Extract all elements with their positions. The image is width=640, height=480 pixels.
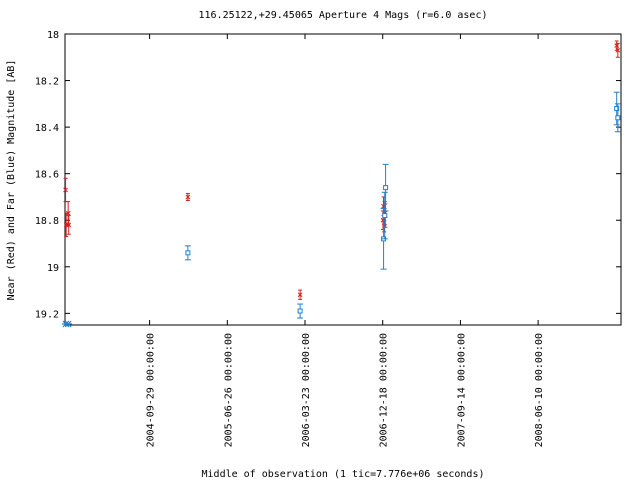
y-tick-label: 19 (47, 263, 59, 274)
x-tick-label: 2006-03-23 00:00:00 (301, 333, 312, 447)
near-point (297, 292, 303, 298)
x-tick-label: 2005-06-26 00:00:00 (223, 333, 234, 447)
chart-title: 116.25122,+29.45065 Aperture 4 Mags (r=6… (199, 10, 488, 21)
x-tick-label: 2006-12-18 00:00:00 (379, 333, 390, 447)
limit-marker (64, 320, 73, 328)
y-tick-label: 18.6 (35, 170, 59, 181)
near-point (63, 187, 68, 193)
y-axis-label: Near (Red) and Far (Blue) Magnitude [AB] (6, 60, 17, 301)
y-axis: 18 18.2 18.4 18.6 18.8 19 19.2 (35, 30, 621, 320)
y-tick-label: 18.2 (35, 77, 59, 88)
x-axis: 2004-09-29 00:00:00 2005-06-26 00:00:00 20… (146, 34, 545, 447)
y-tick-label: 18.4 (35, 123, 59, 134)
far-point (185, 250, 191, 256)
near-point (185, 194, 191, 200)
far-point (614, 105, 620, 111)
x-tick-label: 2008-06-10 00:00:00 (534, 333, 545, 447)
plot-frame (64, 33, 622, 326)
far-point (297, 308, 303, 314)
far-point (383, 185, 389, 191)
x-tick-label: 2004-09-29 00:00:00 (146, 333, 157, 447)
x-tick-label: 2007-09-14 00:00:00 (456, 333, 467, 447)
near-point (66, 222, 72, 228)
near-point (615, 47, 621, 53)
y-tick-label: 19.2 (35, 309, 59, 320)
y-tick-label: 18.8 (35, 216, 59, 227)
data-markers (61, 40, 621, 328)
far-point (615, 115, 621, 121)
near-point (65, 210, 71, 216)
far-point (382, 213, 388, 219)
x-axis-label: Middle of observation (1 tic=7.776e+06 s… (202, 469, 485, 480)
y-tick-label: 18 (47, 30, 59, 41)
